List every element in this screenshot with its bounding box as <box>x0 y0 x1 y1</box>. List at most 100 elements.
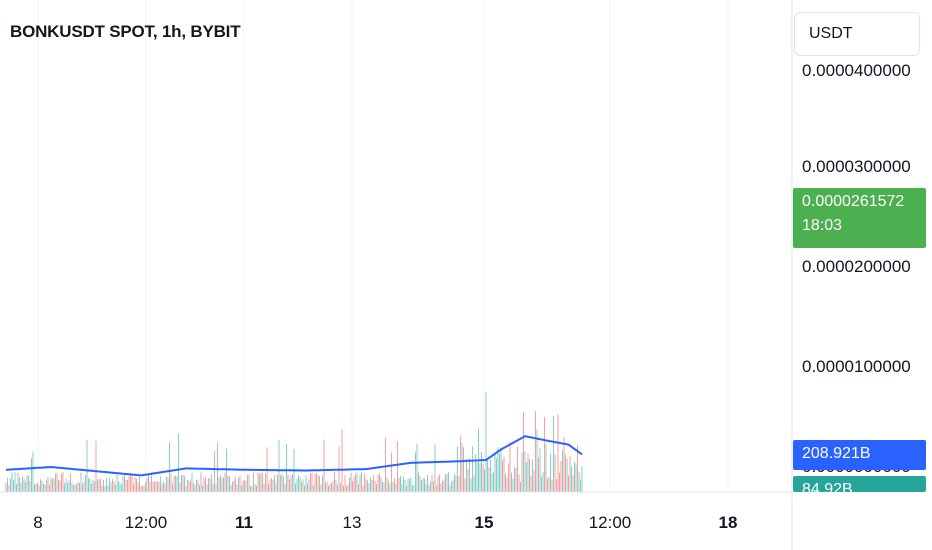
volume-bar <box>502 460 503 492</box>
volume-bar <box>514 466 515 492</box>
volume-bar <box>226 448 227 492</box>
symbol-title[interactable]: BONKUSDT SPOT, 1h, BYBIT <box>10 22 241 41</box>
volume-bar <box>191 472 193 492</box>
volume-bar <box>319 475 320 492</box>
volume-badge-text: 84.92B <box>802 481 853 498</box>
volume-bar <box>404 480 406 492</box>
volume-ma-badge: 208.921B <box>793 440 926 470</box>
volume-bar <box>149 481 151 492</box>
volume-bar <box>362 485 364 492</box>
volume-bar <box>518 474 520 492</box>
volume-bar <box>344 475 346 492</box>
volume-bar <box>263 483 265 492</box>
volume-bar <box>406 485 407 492</box>
volume-bar <box>334 472 335 492</box>
volume-bar <box>368 483 370 492</box>
volume-bar <box>376 483 377 492</box>
volume-bar <box>53 479 55 492</box>
volume-badge: 84.92B <box>793 476 926 498</box>
volume-badge-bg <box>793 476 926 492</box>
volume-bar <box>313 485 314 492</box>
volume-bar <box>284 484 286 492</box>
volume-bar <box>463 447 464 492</box>
volume-bar <box>455 475 457 492</box>
volume-bar <box>509 442 511 492</box>
volume-bar <box>317 475 319 492</box>
volume-bar <box>476 462 478 492</box>
volume-bar <box>23 479 25 492</box>
volume-bar <box>370 477 371 492</box>
volume-bar <box>521 452 523 492</box>
volume-bar <box>299 476 301 492</box>
volume-bar <box>385 437 386 492</box>
volume-bar <box>122 476 124 492</box>
volume-bar <box>326 481 328 492</box>
volume-bar <box>359 474 361 492</box>
volume-bar <box>454 474 455 492</box>
volume-bar <box>268 483 269 492</box>
volume-bar <box>472 446 473 492</box>
volume-bar <box>434 444 436 492</box>
volume-bar <box>458 476 460 492</box>
volume-bar <box>98 478 100 492</box>
time-axis-label: 18 <box>719 513 738 532</box>
volume-bar <box>197 480 199 492</box>
volume-bar <box>157 481 158 492</box>
volume-bar <box>142 485 143 492</box>
volume-bar <box>256 485 257 492</box>
volume-bar <box>427 474 428 492</box>
volume-bar <box>43 483 44 492</box>
volume-bar <box>505 474 506 492</box>
volume-bar <box>83 481 85 492</box>
volume-bar <box>89 478 91 492</box>
volume-bar <box>512 479 514 492</box>
volume-bar <box>356 472 358 492</box>
volume-bar <box>433 481 434 492</box>
volume-bar <box>278 440 280 492</box>
volume-bar <box>536 428 538 492</box>
volume-ma-badge-bg <box>793 440 926 470</box>
volume-bar <box>238 477 239 492</box>
volume-bar <box>154 481 155 492</box>
volume-bar <box>578 471 580 492</box>
volume-bar <box>44 484 46 492</box>
volume-bar <box>160 476 161 492</box>
volume-bar <box>542 472 544 492</box>
volume-bar <box>70 473 71 492</box>
volume-bar <box>272 479 274 492</box>
volume-bar <box>517 446 518 492</box>
volume-bar <box>373 474 374 492</box>
volume-bar <box>95 440 97 492</box>
volume-bar <box>233 480 235 492</box>
volume-bar <box>304 485 305 492</box>
volume-bar <box>211 474 212 492</box>
volume-bar <box>382 482 383 492</box>
volume-bar <box>101 485 103 492</box>
volume-bar <box>115 484 116 492</box>
volume-bar <box>523 412 524 492</box>
volume-bar <box>56 473 58 492</box>
volume-bar <box>581 466 583 492</box>
volume-bar <box>482 464 484 492</box>
volume-bar <box>16 483 17 492</box>
volume-bar <box>286 443 287 492</box>
volume-bar <box>128 476 130 492</box>
volume-bar <box>466 458 467 492</box>
volume-bar <box>388 480 389 492</box>
volume-bar <box>545 444 547 492</box>
time-axis-label: 12:00 <box>589 513 632 532</box>
volume-ma-line <box>5 435 583 477</box>
volume-bar <box>550 453 551 492</box>
volume-bar <box>511 472 512 492</box>
volume-bar <box>391 452 392 492</box>
volume-bar <box>422 478 424 492</box>
volume-bar <box>355 474 356 492</box>
volume-bar <box>254 483 256 492</box>
volume-bar <box>251 485 253 492</box>
currency-button[interactable]: USDT <box>794 12 920 56</box>
volume-bar <box>71 482 73 492</box>
volume-bar <box>104 485 106 492</box>
volume-bar <box>107 485 109 492</box>
volume-bar <box>40 479 41 492</box>
